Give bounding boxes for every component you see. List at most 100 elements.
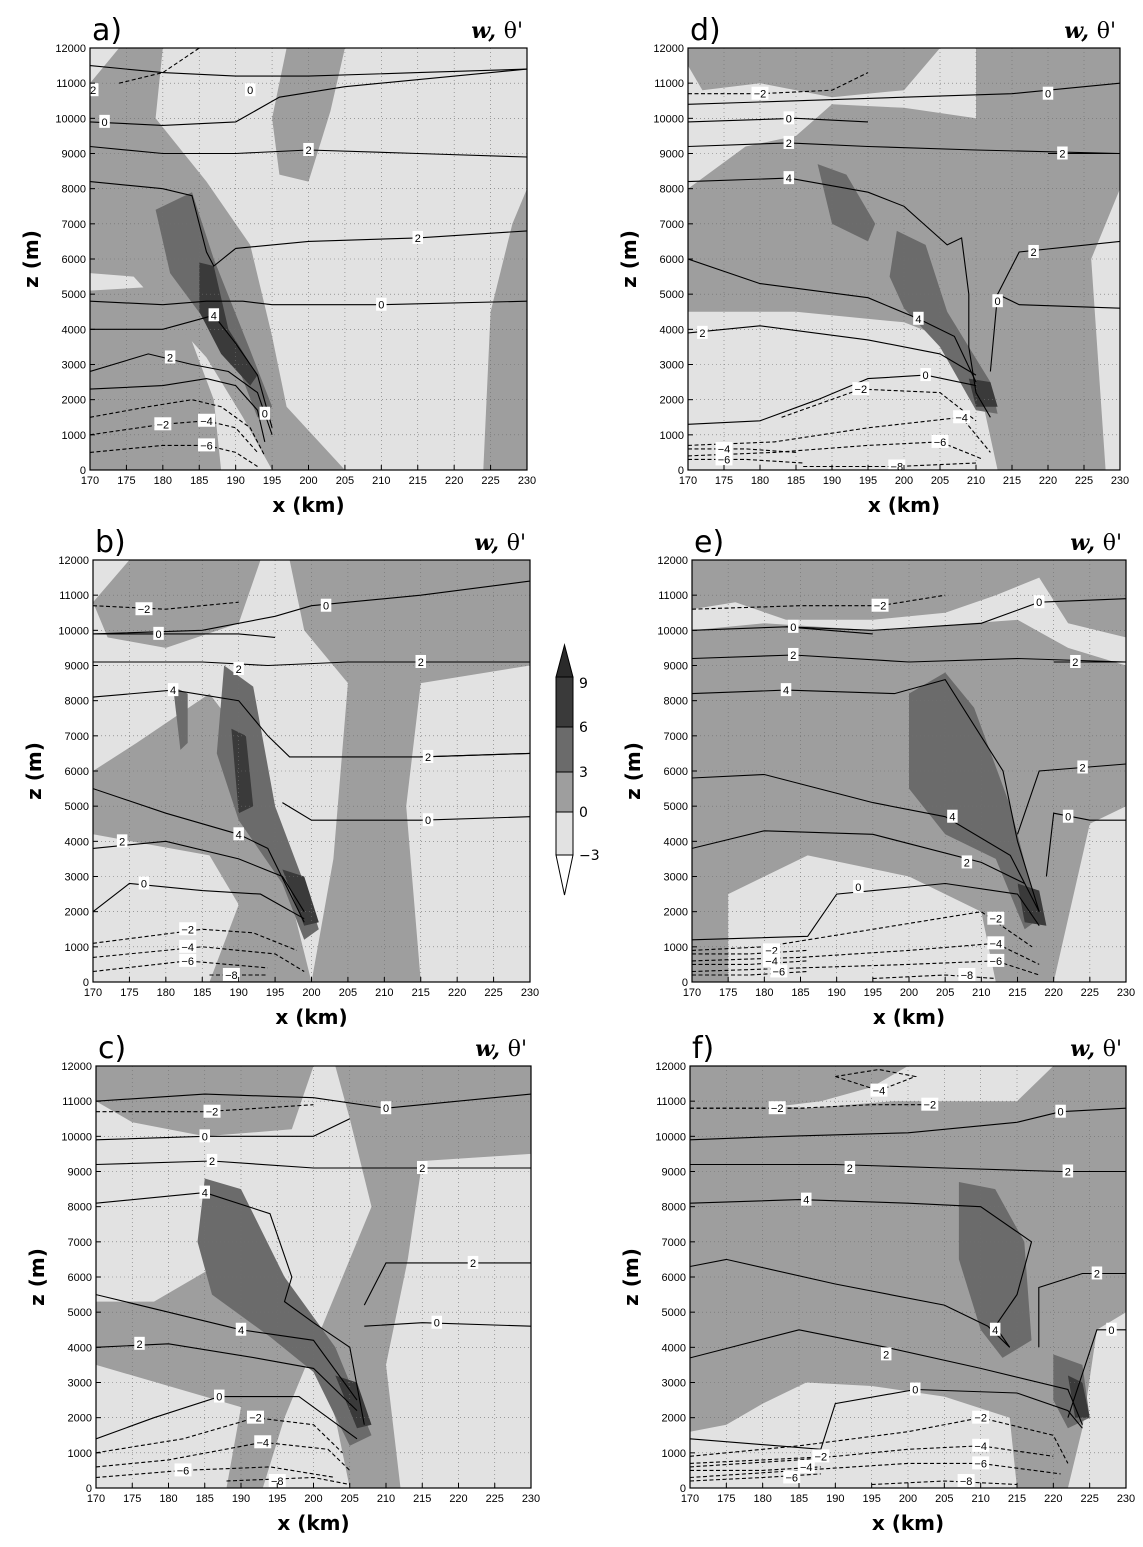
y-tick-label-c-5: 5000: [68, 1307, 92, 1319]
contour-label-bg-c-8: [134, 1336, 145, 1350]
contour-label-bg-c-10: [247, 1410, 264, 1424]
y-tick-label-b-6: 6000: [65, 766, 89, 778]
x-tick-label-e-4: 190: [827, 987, 845, 999]
contour-label-e-17: −2: [874, 601, 887, 613]
colorbar-tick-label-1: 6: [579, 720, 588, 736]
panel-label-a: a): [92, 13, 122, 48]
shade-region-a-1: [90, 48, 345, 470]
shade-region-a-2: [272, 48, 345, 182]
x-tick-label-a-10: 220: [445, 475, 463, 487]
panel-title-theta-c: θ': [508, 1037, 527, 1062]
contour-label-a-10: −6: [200, 440, 213, 452]
contour-label-c-5: 2: [470, 1258, 476, 1270]
contour-label-bg-f-18: [870, 1083, 888, 1097]
y-tick-label-e-9: 9000: [664, 661, 688, 673]
contour-label-bg-b-9: [138, 876, 150, 890]
contour-label-f-6: 0: [1108, 1325, 1114, 1337]
contour-label-bg-e-10: [987, 911, 1005, 925]
contour-label-bg-e-6: [1062, 809, 1074, 823]
x-tick-label-a-1: 175: [117, 475, 135, 487]
colorbar-top-arrow: [555, 643, 574, 678]
contour-line-f-9: [690, 1417, 1069, 1464]
contour-line-b-8: [93, 840, 305, 912]
contour-label-b-14: −2: [138, 604, 151, 616]
contour-line-d-9: [688, 374, 977, 425]
contour-label-c-0: 0: [383, 1103, 389, 1115]
contour-label-b-0: 0: [323, 601, 329, 613]
contour-label-b-4: 4: [170, 685, 176, 697]
x-tick-label-c-11: 225: [486, 1493, 504, 1505]
contour-line-b-9: [93, 882, 305, 920]
contour-label-f-12: −8: [960, 1476, 973, 1488]
contour-label-a-3: 2: [415, 233, 421, 245]
contour-label-e-15: −6: [773, 966, 786, 978]
y-axis-title-a: z (m): [19, 230, 43, 288]
x-tick-label-a-2: 180: [154, 475, 172, 487]
contour-label-bg-f-0: [1055, 1104, 1066, 1118]
x-tick-label-f-2: 180: [753, 1493, 771, 1505]
contour-label-bg-d-16: [751, 86, 769, 100]
contour-line-d-16: [688, 72, 869, 95]
y-tick-label-b-3: 3000: [65, 872, 89, 884]
contour-line-f-12: [871, 1480, 1018, 1486]
contour-label-d-9: 0: [923, 370, 929, 382]
contour-line-f-10: [690, 1445, 1054, 1468]
contour-label-d-0: 0: [1045, 89, 1051, 101]
x-tick-label-c-9: 215: [413, 1493, 431, 1505]
contour-line-d-1: [688, 117, 869, 123]
contour-label-bg-f-13: [812, 1449, 830, 1463]
x-tick-label-b-3: 185: [193, 987, 211, 999]
panel-label-d: d): [690, 13, 721, 48]
contour-label-bg-c-7: [235, 1322, 247, 1336]
shade-region-f-0: [690, 1066, 908, 1109]
x-tick-label-a-9: 215: [409, 475, 427, 487]
panel-label-c: c): [98, 1031, 126, 1066]
x-tick-label-e-0: 170: [683, 987, 701, 999]
contour-line-d-12: [688, 441, 984, 460]
x-tick-label-c-10: 220: [449, 1493, 467, 1505]
y-tick-label-d-6: 6000: [660, 254, 684, 266]
y-tick-label-a-1: 1000: [62, 430, 86, 442]
contour-label-bg-d-5: [1028, 244, 1039, 258]
contour-label-f-9: −2: [974, 1413, 987, 1425]
contour-line-c-13: [226, 1476, 350, 1486]
contour-label-a-8: −2: [157, 419, 170, 431]
panel-title-theta-a: θ': [504, 19, 523, 44]
panel-label-f: f): [692, 1031, 714, 1066]
contour-label-f-1: 2: [847, 1163, 853, 1175]
x-tick-label-c-2: 180: [159, 1493, 177, 1505]
y-tick-label-c-4: 4000: [68, 1342, 92, 1354]
contour-label-bg-d-9: [920, 368, 931, 382]
x-tick-label-e-12: 230: [1117, 987, 1135, 999]
contour-label-c-12: −6: [177, 1465, 190, 1477]
shade-region-f-2: [958, 1182, 1032, 1358]
x-tick-label-e-7: 205: [936, 987, 954, 999]
contour-label-d-6: 0: [995, 296, 1001, 308]
contour-label-bg-a-9: [198, 413, 216, 427]
colorbar-tick-label-0: 9: [579, 676, 588, 692]
contour-label-bg-b-2: [233, 662, 244, 676]
x-tick-label-a-6: 200: [299, 475, 317, 487]
contour-label-bg-c-5: [467, 1255, 479, 1269]
x-tick-label-a-4: 190: [226, 475, 244, 487]
contour-label-a-4: 0: [378, 300, 384, 312]
contour-label-c-9: 0: [216, 1392, 222, 1404]
contour-line-c-14: [96, 1104, 314, 1113]
contour-label-bg-f-3: [801, 1192, 812, 1206]
x-tick-label-f-9: 215: [1008, 1493, 1026, 1505]
contour-line-d-4: [688, 177, 991, 418]
shade-region-e-0: [692, 560, 1126, 638]
contour-line-a-3: [90, 181, 527, 267]
contour-label-f-4: 4: [992, 1325, 998, 1337]
contour-label-f-14: −4: [800, 1462, 813, 1474]
contour-label-bg-c-2: [206, 1153, 218, 1167]
contour-label-bg-b-5: [422, 749, 434, 763]
contour-label-bg-f-9: [972, 1410, 990, 1424]
y-axis-title-e: z (m): [621, 742, 645, 800]
contour-label-bg-f-17: [768, 1101, 786, 1115]
y-tick-label-b-1: 1000: [65, 942, 89, 954]
colorbar: 9 6 3 0 −3: [555, 643, 600, 896]
